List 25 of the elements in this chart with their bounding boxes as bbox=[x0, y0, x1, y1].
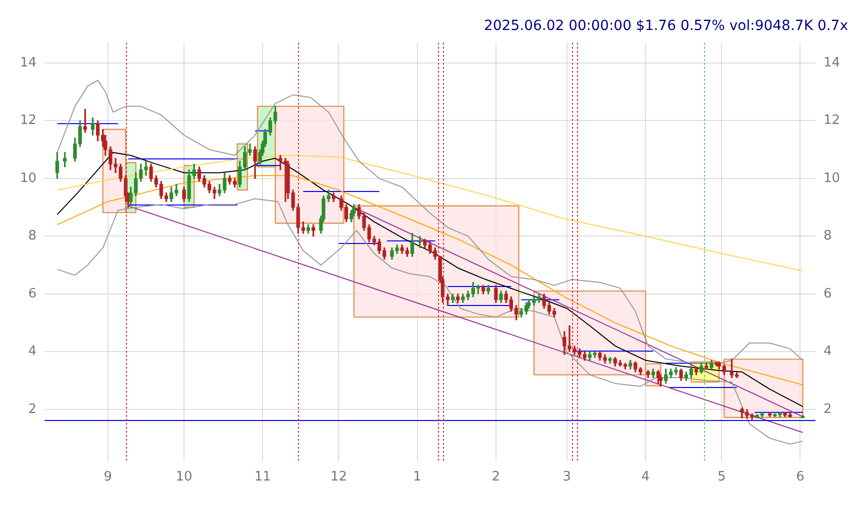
x-tick-label: 12 bbox=[330, 470, 347, 485]
y2-tick-label: 8 bbox=[823, 228, 832, 244]
y2-tick-label: 4 bbox=[823, 344, 832, 360]
x-tick-label: 9 bbox=[104, 470, 112, 485]
x-tick-label: 2 bbox=[492, 470, 500, 485]
y2-tick-label: 2 bbox=[823, 402, 832, 417]
y2-tick-label: 14 bbox=[823, 55, 840, 70]
y2-tick-label: 6 bbox=[823, 286, 832, 302]
y-tick-label: 6 bbox=[28, 286, 37, 302]
y-tick-label: 8 bbox=[28, 228, 37, 244]
y-tick-label: 14 bbox=[20, 55, 37, 70]
x-tick-label: 1 bbox=[413, 470, 422, 485]
x-tick-label: 11 bbox=[254, 470, 271, 485]
x-tick-label: 3 bbox=[562, 470, 572, 485]
x-tick-label: 5 bbox=[717, 470, 726, 485]
y-tick-label: 10 bbox=[20, 170, 37, 186]
y2-tick-label: 12 bbox=[823, 113, 840, 128]
y-tick-label: 2 bbox=[28, 402, 37, 417]
y-tick-label: 12 bbox=[20, 113, 37, 128]
y2-tick-label: 10 bbox=[823, 170, 840, 186]
x-tick-label: 10 bbox=[176, 470, 192, 485]
x-tick-label: 4 bbox=[641, 470, 650, 485]
y-tick-label: 4 bbox=[28, 344, 37, 360]
chart-title: 2025.06.02 00:00:00 $1.76 0.57% vol:9048.7K 0.7x bbox=[484, 18, 848, 34]
x-tick-label: 6 bbox=[796, 470, 804, 485]
